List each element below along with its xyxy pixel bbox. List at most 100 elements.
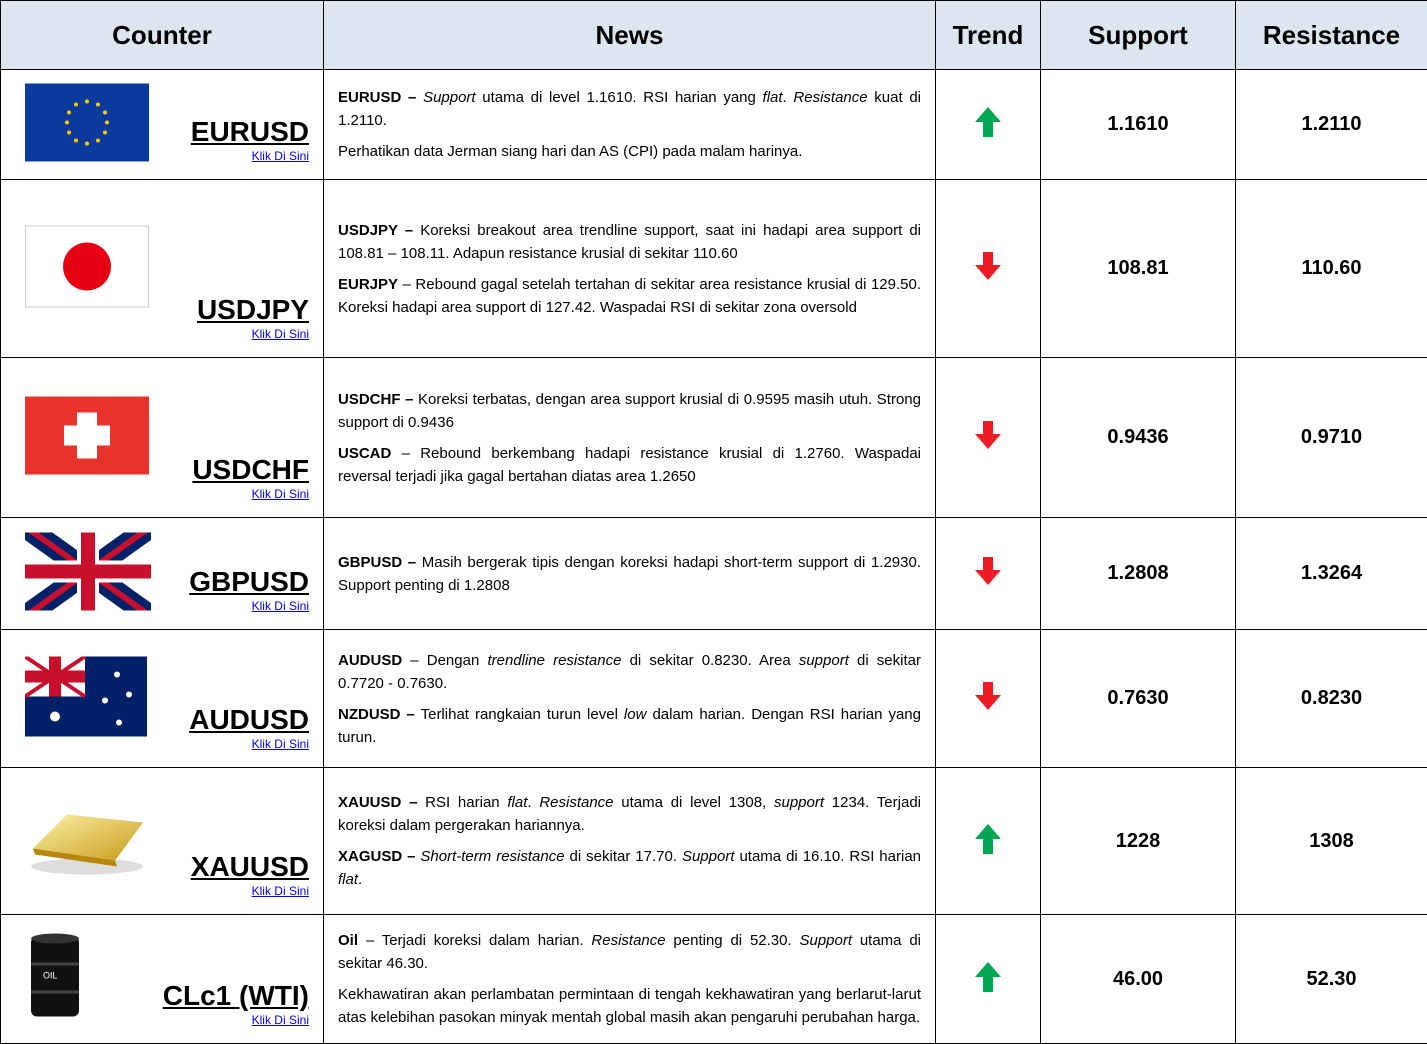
pair-name: GBPUSD xyxy=(189,567,309,597)
link[interactable]: Klik Di Sini xyxy=(252,1013,309,1027)
bold-text: XAUUSD – xyxy=(338,794,417,811)
support: 1.1610 xyxy=(1041,70,1236,180)
link[interactable]: Klik Di Sini xyxy=(252,327,309,341)
text: Terlihat rangkaian turun level xyxy=(415,706,624,723)
text: . xyxy=(527,794,539,811)
support: 108.81 xyxy=(1041,180,1236,358)
text: – Dengan xyxy=(402,652,487,669)
bold-text: USDCHF – xyxy=(338,391,413,408)
row: AUDUSD Klik Di Sini AUDUSD – Dengan trendl… xyxy=(1,630,1427,768)
resistance: 110.60 xyxy=(1236,180,1427,358)
text: utama di level 1.1610. RSI harian yang xyxy=(476,89,763,106)
support: 1.2808 xyxy=(1041,518,1236,630)
support: 0.7630 xyxy=(1041,630,1236,768)
news-cell: XAUUSD – RSI harian flat. Resistance uta… xyxy=(324,768,936,915)
italic-text: support xyxy=(799,652,849,669)
bold-text: EURJPY xyxy=(338,276,398,293)
trend-cell xyxy=(936,518,1041,630)
italic-text: Resistance xyxy=(539,794,613,811)
counter-cell: GBPUSD Klik Di Sini xyxy=(1,518,324,630)
text: Masih bergerak tipis dengan koreksi hada… xyxy=(338,554,921,594)
trend-cell xyxy=(936,915,1041,1044)
trend-cell xyxy=(936,180,1041,358)
row: XAUUSDKlik Di Sini XAUUSD – RSI harian fl… xyxy=(1,768,1427,915)
pair-name: CLc1 (WTI) xyxy=(163,981,309,1011)
text: . xyxy=(358,871,362,888)
news-cell: USDCHF – Koreksi terbatas, dengan area s… xyxy=(324,358,936,518)
news-paragraph: USDCHF – Koreksi terbatas, dengan area s… xyxy=(338,388,921,434)
italic-text: Short-term resistance xyxy=(420,848,564,865)
link[interactable]: Klik Di Sini xyxy=(252,884,309,898)
trend-down-arrow xyxy=(974,555,1002,587)
australia-flag xyxy=(25,656,147,736)
link[interactable]: Klik Di Sini xyxy=(252,487,309,501)
italic-text: Resistance xyxy=(793,89,867,106)
italic-text: trendline resistance xyxy=(487,652,621,669)
bold-text: XAGUSD – xyxy=(338,848,415,865)
pair-name: AUDUSD xyxy=(189,705,309,735)
italic-text: Support xyxy=(423,89,476,106)
counter-cell: OIL CLc1 (WTI) Klik Di Sini xyxy=(1,915,324,1044)
text: RSI harian xyxy=(417,794,507,811)
news-cell: GBPUSD – Masih bergerak tipis dengan kor… xyxy=(324,518,936,630)
resistance: 1308 xyxy=(1236,768,1427,915)
trend-up-arrow xyxy=(974,822,1002,856)
forex-table: Counter News Trend Support Resistance EU… xyxy=(0,0,1427,1044)
support: 1228 xyxy=(1041,768,1236,915)
uk-flag xyxy=(25,526,151,616)
news-paragraph: Oil – Terjadi koreksi dalam harian. Resi… xyxy=(338,929,921,975)
news-paragraph: AUDUSD – Dengan trendline resistance di … xyxy=(338,649,921,695)
text: . xyxy=(783,89,794,106)
trend-down-arrow xyxy=(974,680,1002,712)
text: Koreksi breakout area trendline support,… xyxy=(338,222,921,262)
trend-up-arrow xyxy=(974,105,1002,139)
italic-text: flat xyxy=(507,794,527,811)
support: 46.00 xyxy=(1041,915,1236,1044)
header: Support xyxy=(1041,1,1236,70)
page: Counter News Trend Support Resistance EU… xyxy=(0,0,1427,1044)
news-paragraph: EURJPY – Rebound gagal setelah tertahan … xyxy=(338,273,921,319)
italic-text: Resistance xyxy=(591,932,665,949)
italic-text: support xyxy=(774,794,824,811)
news-cell: USDJPY – Koreksi breakout area trendline… xyxy=(324,180,936,358)
resistance: 0.8230 xyxy=(1236,630,1427,768)
link[interactable]: Klik Di Sini xyxy=(252,737,309,751)
text: – Rebound berkembang hadapi resistance k… xyxy=(338,445,921,485)
text: utama di level 1308, xyxy=(614,794,774,811)
gold-bar xyxy=(25,801,149,877)
text: penting di 52.30. xyxy=(666,932,800,949)
eu-flag xyxy=(25,83,149,161)
trend-down-arrow xyxy=(974,419,1002,451)
trend-cell xyxy=(936,358,1041,518)
bold-text: NZDUSD – xyxy=(338,706,415,723)
link[interactable]: Klik Di Sini xyxy=(252,149,309,163)
link[interactable]: Klik Di Sini xyxy=(252,599,309,613)
header: Resistance xyxy=(1236,1,1427,70)
news-paragraph: NZDUSD – Terlihat rangkaian turun level … xyxy=(338,703,921,749)
row: GBPUSD Klik Di Sini GBPUSD – Masih bergera… xyxy=(1,518,1427,630)
trend-down-arrow xyxy=(974,250,1002,282)
text: – Terjadi koreksi dalam harian. xyxy=(358,932,591,949)
italic-text: flat xyxy=(338,871,358,888)
text: utama di 16.10. RSI harian xyxy=(735,848,922,865)
text: Koreksi terbatas, dengan area support kr… xyxy=(338,391,921,431)
resistance: 1.3264 xyxy=(1236,518,1427,630)
oil-barrel: OIL xyxy=(25,931,85,1023)
text: Kekhawatiran akan perlambatan permintaan… xyxy=(338,986,921,1026)
pair-name: USDJPY xyxy=(197,295,309,325)
italic-text: low xyxy=(624,706,647,723)
support: 0.9436 xyxy=(1041,358,1236,518)
text: – Rebound gagal setelah tertahan di seki… xyxy=(338,276,921,316)
trend-cell xyxy=(936,768,1041,915)
bold-text: Oil xyxy=(338,932,358,949)
header: News xyxy=(324,1,936,70)
resistance: 0.9710 xyxy=(1236,358,1427,518)
trend-cell xyxy=(936,630,1041,768)
news-paragraph: Kekhawatiran akan perlambatan permintaan… xyxy=(338,983,921,1029)
counter-cell: USDCHFKlik Di Sini xyxy=(1,358,324,518)
news-paragraph: XAGUSD – Short-term resistance di sekita… xyxy=(338,845,921,891)
news-paragraph: XAUUSD – RSI harian flat. Resistance uta… xyxy=(338,791,921,837)
counter-cell: USDJPY Klik Di Sini xyxy=(1,180,324,358)
